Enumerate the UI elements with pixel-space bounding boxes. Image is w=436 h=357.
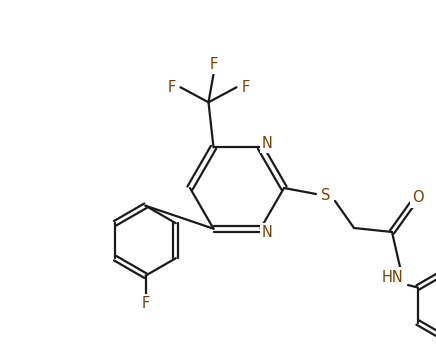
Text: F: F (141, 296, 150, 311)
Text: N: N (262, 136, 273, 151)
Text: N: N (262, 225, 273, 240)
Text: F: F (242, 80, 250, 95)
Text: F: F (209, 57, 218, 72)
Text: S: S (321, 188, 330, 203)
Text: O: O (412, 191, 424, 206)
Text: HN: HN (381, 270, 403, 285)
Text: F: F (167, 80, 176, 95)
